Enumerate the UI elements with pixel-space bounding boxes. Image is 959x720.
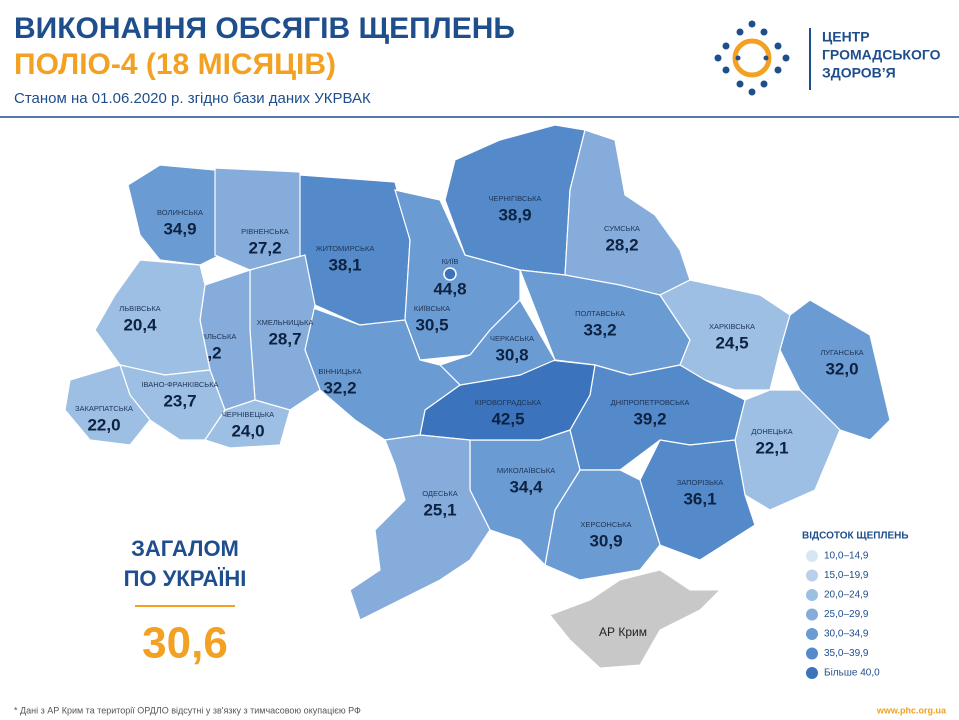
legend-swatch [806, 550, 818, 562]
region-value: 30,9 [589, 531, 622, 550]
region-name: ХМЕЛЬНИЦЬКА [257, 318, 314, 327]
region-name: ІВАНО-ФРАНКІВСЬКА [141, 380, 218, 389]
region-name: СУМСЬКА [604, 224, 640, 233]
legend-label: 10,0–14,9 [824, 551, 869, 562]
logo-text: ЗДОРОВ’Я [822, 65, 896, 81]
region-value: 23,7 [163, 391, 196, 410]
region-name: ЧЕРКАСЬКА [490, 334, 534, 343]
region-name: ПОЛТАВСЬКА [575, 309, 625, 318]
region-name: ЧЕРНІВЕЦЬКА [222, 410, 274, 419]
logo-mark [714, 20, 790, 96]
region-name: ЗАПОРІЗЬКА [677, 478, 724, 487]
region-name: ВІННИЦЬКА [318, 367, 361, 376]
region-value: 27,2 [248, 238, 281, 257]
crimea-label: АР Крим [599, 625, 647, 639]
region [779, 299, 891, 441]
region-name: ЛУГАНСЬКА [820, 348, 863, 357]
legend-swatch [806, 589, 818, 601]
legend-label: 35,0–39,9 [824, 648, 869, 659]
subtitle: ПОЛІО-4 (18 МІСЯЦІВ) [14, 48, 336, 81]
region [204, 399, 291, 449]
legend-label: 30,0–34,9 [824, 629, 869, 640]
title: ВИКОНАННЯ ОБСЯГІВ ЩЕПЛЕНЬ [14, 12, 515, 45]
region-value: 22,1 [755, 438, 788, 457]
legend-swatch [806, 667, 818, 679]
city-value: 44,8 [433, 279, 466, 298]
city [443, 267, 457, 281]
legend-title: ВІДСОТОК ЩЕПЛЕНЬ [802, 531, 909, 542]
region-name: ТЕРНОПІЛЬСЬКА [174, 332, 237, 341]
region-name: ДНІПРОПЕТРОВСЬКА [611, 398, 690, 407]
footnote: * Дані з АР Крим та території ОРДЛО відс… [14, 705, 361, 715]
region-value: 39,2 [633, 409, 666, 428]
region-value: 38,1 [328, 255, 361, 274]
url: www.phc.org.ua [876, 705, 947, 715]
region-value: 33,2 [583, 320, 616, 339]
region-value: 36,1 [683, 489, 716, 508]
region-name: ЗАКАРПАТСЬКА [75, 404, 133, 413]
legend-label: 25,0–29,9 [824, 609, 869, 620]
total-value: 30,6 [142, 619, 228, 668]
region [564, 129, 691, 296]
region-value: 22,0 [87, 415, 120, 434]
region-name: ЛЬВІВСЬКА [119, 304, 160, 313]
total-label: ПО УКРАЇНІ [124, 566, 247, 591]
legend-swatch [806, 569, 818, 582]
region-value: 24,0 [231, 421, 264, 440]
region-value: 28,7 [268, 329, 301, 348]
legend-swatch [806, 608, 818, 621]
region-value: 20,4 [123, 315, 157, 334]
region-name: ХАРКІВСЬКА [709, 322, 755, 331]
region-value: 34,9 [163, 219, 196, 238]
region-name: ВОЛИНСЬКА [157, 208, 203, 217]
legend: 10,0–14,9 15,0–19,9 20,0–24,9 25,0–29,9 30,0… [806, 550, 880, 679]
legend-label: Більше 40,0 [824, 668, 880, 679]
city-name: КИЇВ [442, 257, 459, 266]
region-name: МИКОЛАЇВСЬКА [497, 466, 555, 475]
map: ВОЛИНСЬКА 34,9 РІВНЕНСЬКА 27,2 ЖИТОМИРСЬКА 38… [64, 124, 891, 621]
region-value: 42,5 [491, 409, 524, 428]
region-value: 34,4 [509, 477, 543, 496]
region [64, 364, 151, 446]
region [349, 434, 491, 621]
region-name: ЧЕРНІГІВСЬКА [488, 194, 541, 203]
total-label: ЗАГАЛОМ [131, 536, 239, 561]
legend-label: 20,0–24,9 [824, 590, 869, 601]
region-name: ХЕРСОНСЬКА [580, 520, 631, 529]
date-note: Станом на 01.06.2020 р. згідно бази дани… [14, 90, 371, 107]
region-value: 24,5 [715, 333, 748, 352]
region-name: ОДЕСЬКА [422, 489, 457, 498]
region-name: КИЇВСЬКА [414, 304, 450, 313]
region [127, 164, 221, 266]
region-value: 28,2 [605, 235, 638, 254]
region-name: КІРОВОГРАДСЬКА [475, 398, 541, 407]
region [94, 259, 211, 376]
region-name: ДОНЕЦЬКА [751, 427, 792, 436]
region-value: 38,9 [498, 205, 531, 224]
legend-label: 15,0–19,9 [824, 570, 869, 581]
region-name: ЖИТОМИРСЬКА [316, 244, 375, 253]
logo-text: ЦЕНТР [822, 29, 870, 45]
legend-swatch [806, 628, 818, 640]
region-value: 30,5 [415, 315, 448, 334]
crimea [549, 569, 722, 669]
region-value: 25,1 [423, 500, 456, 519]
region-name: РІВНЕНСЬКА [241, 227, 289, 236]
legend-swatch [806, 647, 818, 660]
region-value: 30,8 [495, 345, 528, 364]
region-value: 32,2 [323, 378, 356, 397]
region-value: 32,0 [825, 359, 858, 378]
logo-text: ГРОМАДСЬКОГО [822, 47, 941, 63]
